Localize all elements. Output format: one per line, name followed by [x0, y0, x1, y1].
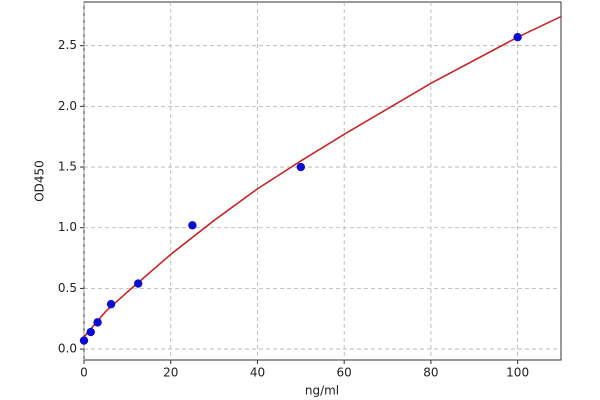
- x-tick-label: 60: [337, 366, 352, 380]
- y-tick-label: 2.5: [58, 38, 77, 52]
- y-tick-label: 1.5: [58, 160, 77, 174]
- x-tick-label: 100: [506, 366, 529, 380]
- x-tick-label: 20: [163, 366, 178, 380]
- x-tick-label: 40: [250, 366, 265, 380]
- x-axis-label: ng/ml: [305, 384, 339, 398]
- data-point: [296, 162, 306, 172]
- data-point: [188, 221, 197, 230]
- data-point: [513, 32, 522, 42]
- plot-frame: [83, 1, 562, 361]
- y-axis-label: OD450: [33, 160, 47, 202]
- data-point: [106, 299, 116, 309]
- y-tick-label: 0.5: [58, 281, 77, 295]
- x-tick-label: 0: [80, 366, 88, 380]
- data-point: [93, 318, 102, 327]
- data-point: [79, 336, 89, 345]
- data-point: [134, 279, 143, 288]
- y-tick-label: 2.0: [58, 99, 77, 113]
- data-point: [86, 327, 95, 337]
- fit-curve: [83, 15, 562, 338]
- x-tick-label: 80: [423, 366, 438, 380]
- y-tick-label: 0.0: [58, 342, 77, 356]
- y-tick-label: 1.0: [58, 220, 77, 234]
